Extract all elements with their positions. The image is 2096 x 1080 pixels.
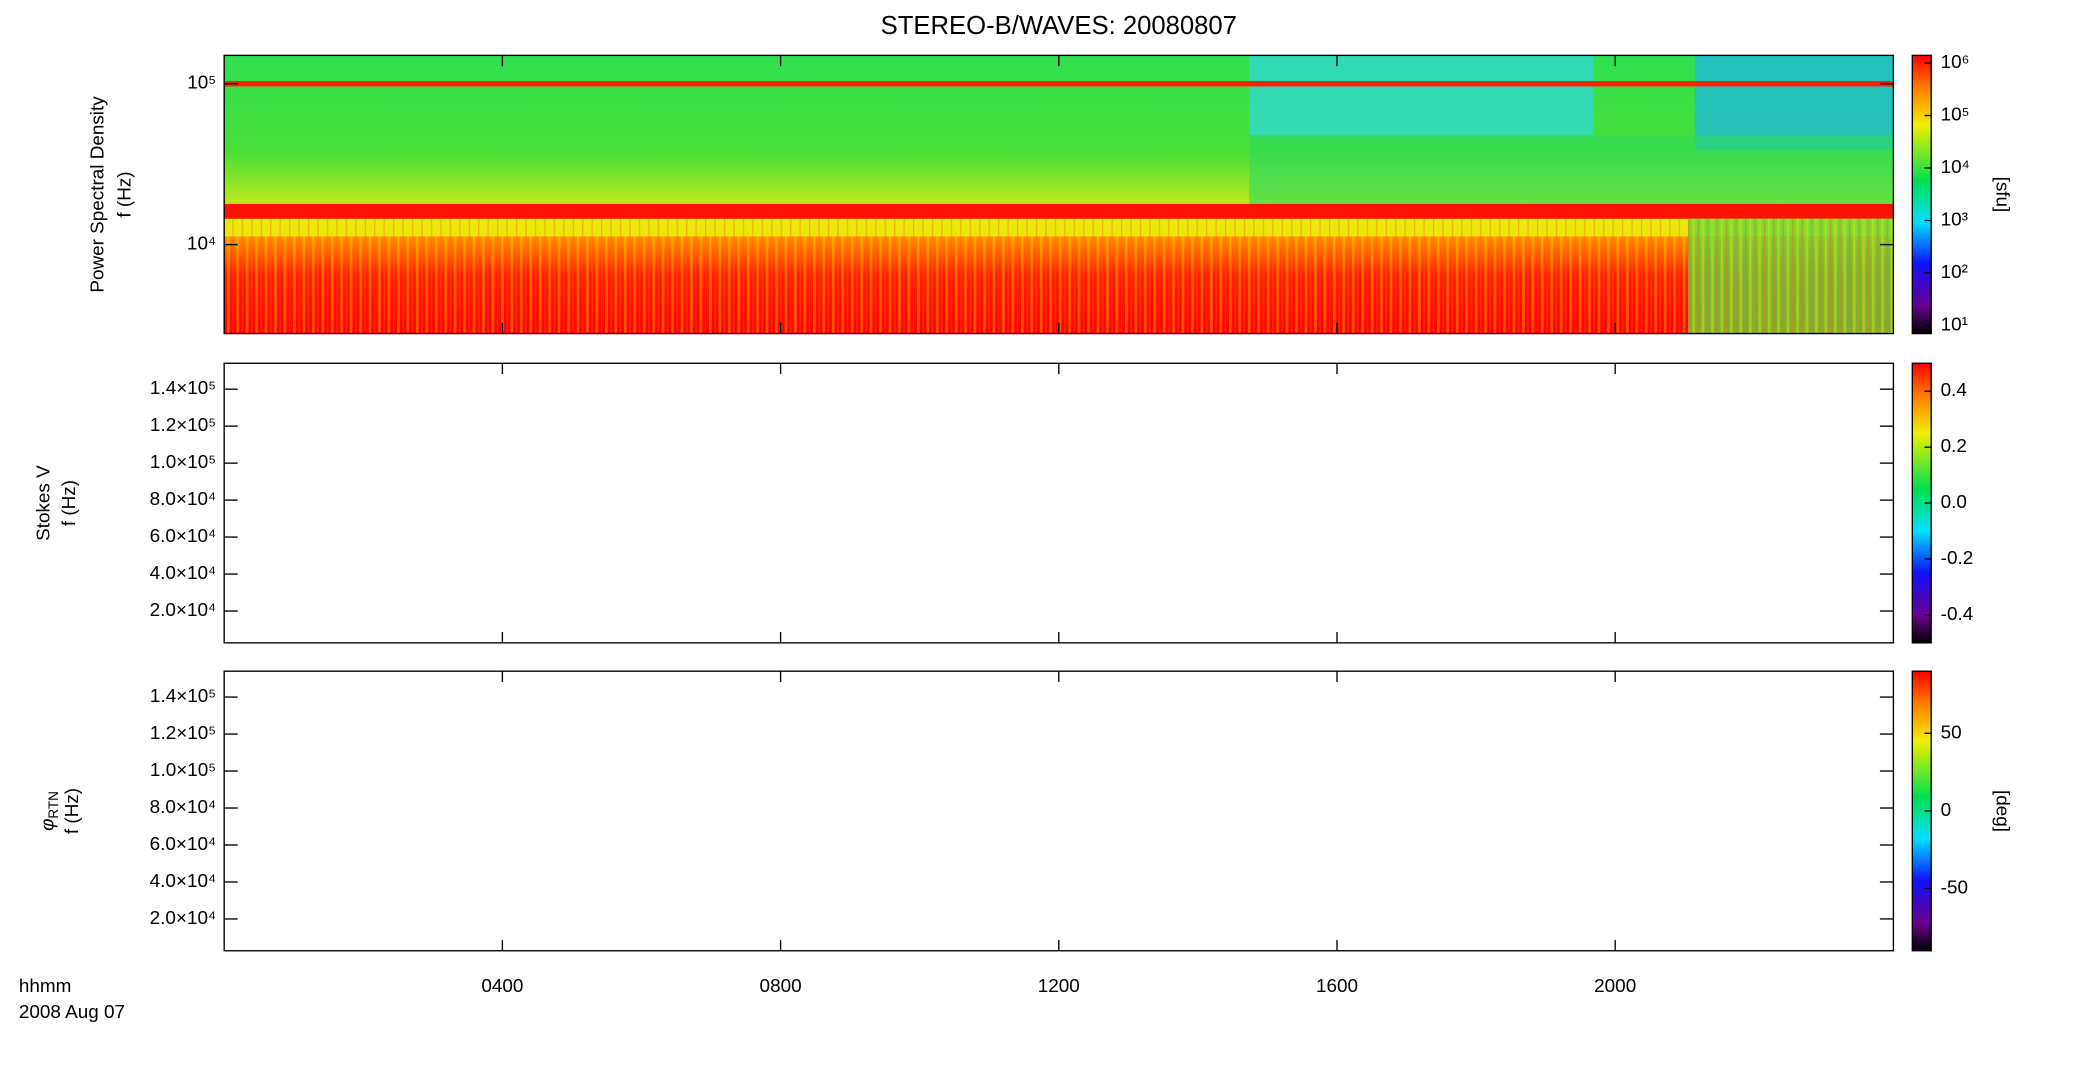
colorbar-tick-label: 0.2 (1941, 436, 1967, 457)
colorbar-tick-label: 10¹ (1941, 314, 1968, 335)
colorbar-label: [deg] (1991, 790, 2012, 832)
y-axis-label: f (Hz) (59, 480, 80, 526)
y-tick-label: 10⁵ (187, 73, 216, 94)
y-tick-label: 6.0×10⁴ (150, 834, 216, 855)
colorbar-tick-label: -50 (1941, 878, 1968, 899)
colorbar-tick-label: 10³ (1941, 209, 1968, 230)
x-tick-label: 2000 (1594, 976, 1636, 997)
spectrum-patch (1694, 55, 1894, 150)
colorbar-tick-label: -0.2 (1941, 548, 1974, 569)
y-axis-label: Stokes V (34, 465, 55, 541)
colorbar-tick-label: 10⁵ (1941, 105, 1970, 126)
y-tick-label: 4.0×10⁴ (150, 871, 216, 892)
date-label: 2008 Aug 07 (19, 1002, 125, 1023)
y-tick-label: 8.0×10⁴ (150, 797, 216, 818)
x-axis-label: hhmm (19, 976, 71, 997)
chart-title: STEREO-B/WAVES: 20080807 (881, 12, 1237, 40)
spectrum-patch (1249, 135, 1894, 210)
colorbar-tick-label: 0.4 (1941, 380, 1967, 401)
x-tick-label: 0800 (760, 976, 802, 997)
spectrum-line (224, 81, 1894, 87)
y-axis-label: f (Hz) (62, 788, 83, 834)
y-tick-label: 1.2×10⁵ (150, 415, 216, 436)
y-axis-label: φRTN (38, 791, 61, 831)
spectrum-streaks (224, 218, 1894, 334)
y-axis-label: Power Spectral Density (88, 96, 109, 293)
spectrum-streaks (1688, 218, 1894, 334)
y-tick-label: 1.2×10⁵ (150, 723, 216, 744)
y-tick-label: 2.0×10⁴ (150, 908, 216, 929)
y-tick-label: 1.0×10⁵ (150, 760, 216, 781)
y-tick-label: 1.4×10⁵ (150, 686, 216, 707)
colorbar-label: [sfu] (1991, 177, 2012, 213)
x-tick-label: 1200 (1038, 976, 1080, 997)
colorbar-tick-label: 10² (1941, 262, 1968, 283)
y-axis-label: f (Hz) (115, 171, 136, 217)
y-tick-label: 10⁴ (187, 234, 216, 255)
y-tick-label: 2.0×10⁴ (150, 600, 216, 621)
colorbar-tick-label: 0.0 (1941, 492, 1967, 513)
y-axis-label-symbol: φ (38, 819, 59, 831)
spectrum-band (224, 203, 1894, 219)
colorbar-tick-label: 50 (1941, 722, 1962, 743)
x-tick-label: 1600 (1316, 976, 1358, 997)
y-axis-label-subscript: RTN (46, 791, 61, 819)
spectrogram (224, 55, 1894, 334)
plot-area: STEREO-B/WAVES: 20080807 10⁴ 10⁵ Power Spe… (19, 12, 2013, 1023)
colorbar (1911, 54, 1932, 335)
plot-frame (223, 362, 1895, 644)
y-tick-label: 1.0×10⁵ (150, 452, 216, 473)
y-tick-label: 4.0×10⁴ (150, 563, 216, 584)
colorbar-tick-label: 10⁴ (1941, 157, 1970, 178)
plot-frame (223, 670, 1895, 952)
colorbar-tick-label: 0 (1941, 800, 1952, 821)
y-tick-label: 6.0×10⁴ (150, 526, 216, 547)
y-tick-label: 1.4×10⁵ (150, 378, 216, 399)
y-tick-label: 8.0×10⁴ (150, 489, 216, 510)
colorbar-tick-label: -0.4 (1941, 604, 1974, 625)
x-tick-label: 0400 (481, 976, 523, 997)
spectrum-patch (1249, 55, 1594, 137)
colorbar-tick-label: 10⁶ (1941, 52, 1970, 73)
